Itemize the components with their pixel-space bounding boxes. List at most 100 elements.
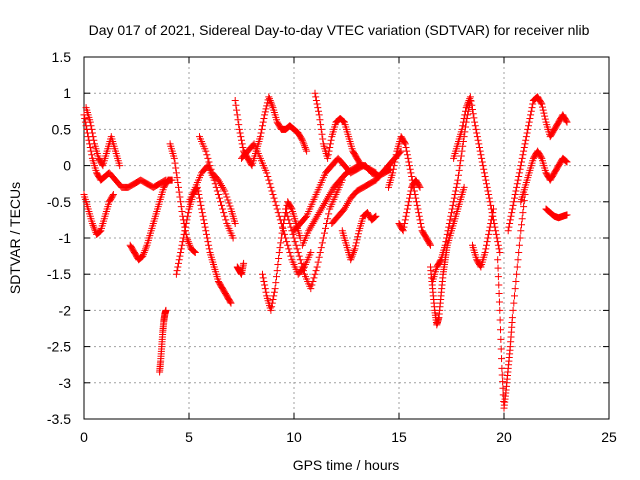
data-point bbox=[404, 201, 412, 209]
x-axis-label: GPS time / hours bbox=[293, 457, 400, 473]
data-point bbox=[292, 241, 300, 249]
data-point bbox=[525, 118, 533, 126]
data-point bbox=[479, 162, 487, 170]
data-point bbox=[311, 216, 319, 224]
data-point bbox=[447, 212, 455, 220]
data-point bbox=[450, 194, 458, 202]
data-point bbox=[139, 252, 147, 260]
data-point bbox=[269, 296, 277, 304]
data-point bbox=[454, 176, 462, 184]
data-point bbox=[273, 205, 281, 213]
data-point bbox=[89, 221, 97, 229]
data-point bbox=[287, 204, 295, 212]
data-point bbox=[220, 185, 228, 193]
data-point bbox=[494, 273, 502, 281]
data-point bbox=[518, 215, 526, 223]
data-point bbox=[455, 171, 462, 179]
data-point bbox=[287, 223, 295, 231]
chart-title: Day 017 of 2021, Sidereal Day-to-day VTE… bbox=[89, 22, 590, 38]
data-point bbox=[483, 180, 490, 188]
data-point bbox=[512, 187, 520, 195]
data-point bbox=[295, 252, 303, 260]
data-point bbox=[484, 187, 492, 195]
data-point bbox=[399, 227, 407, 235]
series-s21 bbox=[395, 176, 424, 235]
data-point bbox=[90, 223, 98, 231]
data-point bbox=[495, 290, 503, 298]
data-point bbox=[235, 121, 243, 129]
data-point bbox=[481, 248, 489, 256]
data-point bbox=[233, 106, 241, 114]
data-point bbox=[347, 254, 355, 262]
data-point bbox=[181, 227, 189, 235]
data-point bbox=[458, 147, 466, 155]
axis-ticks bbox=[83, 56, 610, 420]
data-point bbox=[293, 245, 301, 253]
data-point bbox=[176, 193, 184, 201]
data-point bbox=[283, 238, 291, 246]
data-point bbox=[467, 97, 475, 105]
data-point bbox=[497, 345, 505, 353]
data-point bbox=[237, 133, 245, 141]
series-s28 bbox=[517, 147, 571, 206]
data-point bbox=[537, 153, 545, 161]
data-point bbox=[313, 100, 321, 108]
data-point bbox=[262, 288, 270, 296]
data-point bbox=[464, 100, 472, 108]
data-point bbox=[95, 228, 103, 236]
data-point bbox=[88, 151, 96, 159]
data-point bbox=[458, 125, 466, 133]
data-point bbox=[406, 194, 413, 202]
data-point bbox=[278, 229, 286, 237]
data-point bbox=[312, 267, 320, 275]
data-point bbox=[483, 238, 491, 246]
data-point bbox=[473, 129, 481, 137]
data-point bbox=[405, 198, 413, 206]
data-point bbox=[390, 162, 398, 170]
data-point bbox=[221, 187, 229, 195]
data-point bbox=[203, 234, 211, 242]
data-point bbox=[227, 299, 235, 307]
data-point bbox=[392, 151, 400, 159]
data-point bbox=[196, 194, 203, 202]
data-point bbox=[317, 121, 325, 129]
data-point bbox=[267, 183, 275, 191]
data-point bbox=[318, 203, 326, 211]
data-point bbox=[351, 245, 359, 253]
data-point bbox=[513, 270, 521, 278]
data-point bbox=[451, 191, 459, 199]
data-point bbox=[214, 191, 222, 199]
data-point bbox=[510, 299, 518, 307]
data-point bbox=[417, 223, 425, 231]
data-point bbox=[416, 183, 424, 191]
data-point bbox=[436, 257, 444, 265]
y-axis-label: SDTVAR / TECUs bbox=[7, 182, 23, 294]
y-tick-label: 1.5 bbox=[52, 49, 72, 65]
data-point bbox=[274, 209, 282, 217]
data-point bbox=[179, 234, 187, 242]
data-point bbox=[268, 100, 276, 108]
data-point bbox=[443, 234, 451, 242]
data-point bbox=[518, 154, 526, 162]
data-point bbox=[461, 111, 469, 119]
data-point bbox=[283, 209, 291, 217]
data-point bbox=[142, 243, 150, 251]
data-point bbox=[350, 247, 358, 255]
data-point bbox=[525, 122, 532, 130]
data-point bbox=[205, 241, 213, 249]
data-point bbox=[233, 111, 241, 119]
data-point bbox=[504, 227, 512, 235]
data-point bbox=[349, 250, 357, 258]
data-point bbox=[256, 133, 264, 141]
data-point bbox=[485, 194, 493, 202]
series-s3 bbox=[82, 104, 124, 170]
data-point bbox=[404, 154, 412, 162]
data-point bbox=[528, 104, 536, 112]
data-point bbox=[225, 199, 233, 207]
data-point bbox=[303, 147, 311, 155]
data-point bbox=[510, 198, 518, 206]
x-tick-label: 0 bbox=[80, 429, 88, 445]
data-point bbox=[499, 378, 507, 386]
data-point bbox=[319, 234, 327, 242]
data-point bbox=[466, 93, 474, 101]
